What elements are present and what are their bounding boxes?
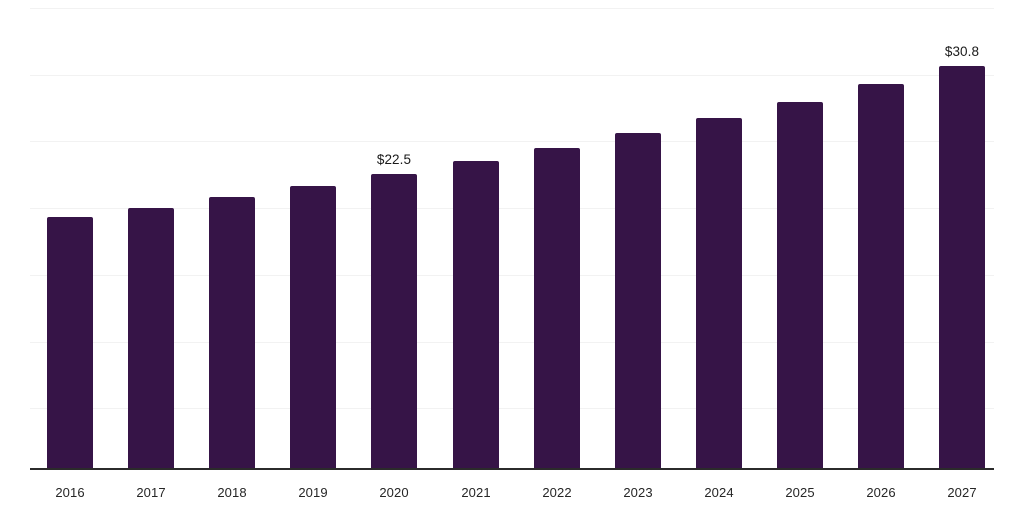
bar-2025[interactable] bbox=[777, 102, 823, 468]
bar-2017[interactable] bbox=[128, 208, 174, 468]
x-tick-label-2021: 2021 bbox=[461, 485, 491, 500]
bar-2021[interactable] bbox=[453, 161, 499, 468]
bar-2019[interactable] bbox=[290, 186, 336, 468]
x-tick-label-2019: 2019 bbox=[298, 485, 328, 500]
bar-2026[interactable] bbox=[858, 84, 904, 468]
x-tick-label-2016: 2016 bbox=[55, 485, 85, 500]
x-tick-label-2026: 2026 bbox=[866, 485, 896, 500]
x-tick-label-2020: 2020 bbox=[379, 485, 409, 500]
bar-2027[interactable] bbox=[939, 66, 985, 468]
x-tick-label-2025: 2025 bbox=[785, 485, 815, 500]
x-tick-label-2024: 2024 bbox=[704, 485, 734, 500]
bar-2024[interactable] bbox=[696, 118, 742, 468]
bar-2022[interactable] bbox=[534, 148, 580, 468]
x-tick-label-2023: 2023 bbox=[623, 485, 653, 500]
bar-2020[interactable] bbox=[371, 174, 417, 468]
x-tick-label-2027: 2027 bbox=[947, 485, 977, 500]
bar-value-label-2027: $30.8 bbox=[944, 44, 980, 59]
x-tick-label-2022: 2022 bbox=[542, 485, 572, 500]
x-tick-label-2017: 2017 bbox=[136, 485, 166, 500]
bar-2016[interactable] bbox=[47, 217, 93, 468]
bar-2018[interactable] bbox=[209, 197, 255, 468]
bar-value-label-2020: $22.5 bbox=[376, 152, 412, 167]
bar-2023[interactable] bbox=[615, 133, 661, 468]
x-tick-label-2018: 2018 bbox=[217, 485, 247, 500]
